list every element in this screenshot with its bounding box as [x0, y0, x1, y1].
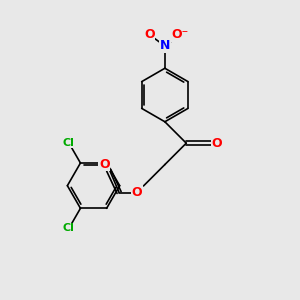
Text: O: O [144, 28, 155, 41]
Text: O: O [212, 137, 223, 150]
Text: O: O [132, 186, 142, 199]
Text: O: O [99, 158, 110, 171]
Text: O⁻: O⁻ [172, 28, 189, 41]
Text: Cl: Cl [63, 224, 75, 233]
Text: N: N [160, 40, 170, 52]
Text: Cl: Cl [63, 138, 75, 148]
